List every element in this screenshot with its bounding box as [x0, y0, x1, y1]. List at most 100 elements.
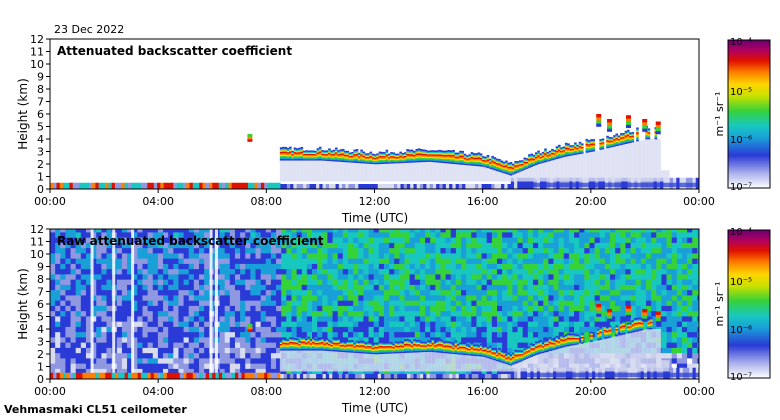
cloud-cell: [330, 153, 334, 156]
noise-cell: [137, 331, 143, 338]
noise-cell: [579, 229, 585, 233]
noise-cell: [142, 237, 149, 243]
cloud-cell: [617, 143, 621, 145]
noise-cell: [337, 331, 344, 338]
noise-cell: [147, 358, 154, 364]
noise-cell: [425, 229, 431, 233]
noise-cell: [137, 337, 143, 343]
noise-cell: [260, 316, 267, 322]
cloud-cell: [321, 153, 324, 155]
cloud-cell: [620, 133, 623, 135]
noise-cell: [543, 247, 549, 254]
noise-cell: [260, 305, 267, 312]
cloud-cell: [610, 143, 614, 146]
noise-cell: [517, 310, 524, 317]
noise-cell: [306, 229, 313, 233]
noise-cell: [317, 237, 323, 243]
noise-cell: [234, 347, 241, 354]
cloud-cell: [286, 156, 290, 158]
cloud-cell: [528, 166, 531, 168]
noise-cell: [466, 247, 472, 254]
cloud-cell: [374, 159, 377, 162]
cloud-cell: [567, 143, 570, 146]
cloud-cell: [482, 157, 485, 159]
surface-cell: [111, 182, 116, 189]
cloud-cell: [516, 166, 520, 168]
backscatter-heatmap-top: [50, 114, 699, 189]
noise-cell: [538, 232, 544, 238]
noise-cell: [142, 242, 149, 249]
cloud-cell: [376, 159, 379, 161]
noise-cell: [234, 274, 241, 280]
cloud-cell: [380, 159, 384, 162]
cloud-cell: [562, 148, 566, 151]
noise-cell: [461, 258, 467, 264]
cloud-cell: [537, 153, 540, 156]
noise-cell: [409, 321, 416, 327]
noise-cell: [178, 229, 184, 233]
cloud-cell: [456, 162, 460, 165]
haze-cell: [556, 158, 562, 182]
noise-cell: [481, 229, 488, 233]
noise-cell: [132, 342, 138, 348]
cloud-cell: [505, 164, 508, 167]
cloud-cell: [330, 158, 334, 161]
noise-cell: [440, 310, 447, 317]
noise-cell: [383, 300, 390, 306]
cloud-cell: [617, 144, 621, 146]
cloud-cell: [516, 163, 520, 166]
noise-cell: [383, 232, 390, 238]
noise-cell: [430, 305, 436, 312]
noise-cell: [193, 337, 200, 343]
noise-cell: [312, 284, 318, 291]
cloud-cell: [410, 151, 414, 153]
noise-cell: [70, 229, 77, 233]
noise-cell: [142, 368, 149, 375]
noise-cell: [337, 284, 344, 291]
cloud-cell: [312, 151, 315, 153]
noise-cell: [419, 258, 426, 264]
noise-cell: [106, 229, 113, 233]
noise-cell: [543, 337, 549, 343]
noise-cell: [121, 242, 128, 249]
noise-cell: [435, 300, 441, 306]
cloud-cell: [647, 129, 651, 132]
cloud-cell: [472, 154, 476, 157]
noise-cell: [132, 337, 138, 343]
cloud-cell: [608, 139, 612, 141]
noise-cell: [378, 305, 385, 312]
noise-cell: [568, 268, 575, 275]
noise-cell: [532, 274, 539, 280]
haze-cell: [383, 163, 389, 182]
noise-cell: [296, 337, 303, 343]
cloud-cell: [367, 160, 370, 162]
cloud-cell: [647, 133, 651, 135]
noise-cell: [204, 258, 210, 264]
cloud-cell: [417, 152, 421, 155]
noise-cell: [532, 316, 539, 322]
cloud-cell: [576, 145, 579, 148]
cloud-cell: [626, 129, 630, 132]
cloud-cell: [555, 149, 559, 151]
cloud-cell: [443, 158, 446, 161]
cloud-cell: [413, 150, 416, 153]
noise-cell: [260, 247, 267, 254]
cloud-cell: [495, 162, 499, 165]
cloud-cell: [564, 153, 568, 156]
noise-cell: [137, 347, 143, 354]
cloud-cell: [461, 161, 465, 164]
noise-cell: [121, 258, 128, 264]
noise-cell: [152, 363, 159, 369]
cloud-cell: [321, 152, 324, 154]
cloud-cell: [436, 156, 439, 159]
noise-cell: [399, 321, 405, 327]
noise-cell: [168, 358, 174, 364]
noise-cell: [363, 242, 369, 249]
noise-cell: [234, 247, 241, 254]
noise-cell: [363, 268, 369, 275]
cloud-cell: [468, 154, 471, 156]
noise-cell: [394, 295, 400, 301]
noise-cell: [152, 279, 159, 285]
noise-cell: [178, 237, 184, 243]
noise-cell: [615, 305, 621, 312]
